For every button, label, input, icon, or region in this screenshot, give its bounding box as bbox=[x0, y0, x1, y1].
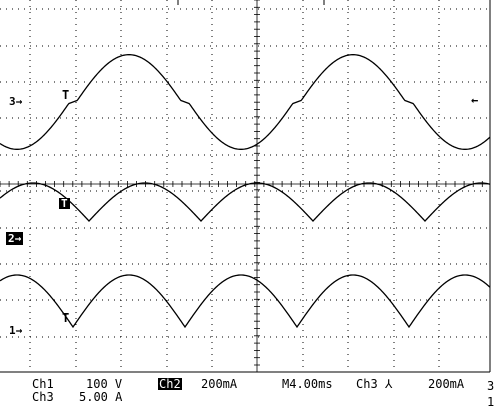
edge-fragment-top: 3 bbox=[487, 379, 495, 393]
ch3-scale: 5.00 A bbox=[79, 390, 123, 404]
trigger-slope-icon: ⅄ bbox=[385, 377, 393, 391]
ch2-label: Ch2 bbox=[158, 377, 182, 391]
ch3-ground-marker: 3→ bbox=[9, 95, 23, 108]
ch2-scale: 200mA bbox=[201, 377, 238, 391]
ch1-ground-marker: 1→ bbox=[9, 324, 23, 337]
graticule-grid bbox=[0, 0, 491, 373]
ch2-ground-marker: 2→ bbox=[6, 232, 24, 245]
edge-fragment-bottom: 1 bbox=[487, 395, 495, 409]
trigger-level-arrow: ← bbox=[471, 93, 478, 107]
trigger-marker-ch2-box bbox=[59, 198, 70, 209]
trigger-marker-ch1: T bbox=[62, 311, 69, 325]
trigger-level: 200mA bbox=[428, 377, 465, 391]
trigger-marker-ch2: T bbox=[61, 197, 68, 210]
trigger-source: Ch3 bbox=[356, 377, 378, 391]
timebase: M4.00ms bbox=[282, 377, 333, 391]
ch1-waveform bbox=[0, 274, 491, 329]
ch3-waveform bbox=[0, 54, 491, 150]
ch1-label: Ch1 bbox=[32, 377, 54, 391]
ch3-label: Ch3 bbox=[32, 390, 54, 404]
trigger-marker-ch3: T bbox=[62, 88, 69, 102]
ch2-waveform bbox=[0, 182, 491, 222]
ch1-scale: 100 V bbox=[86, 377, 123, 391]
